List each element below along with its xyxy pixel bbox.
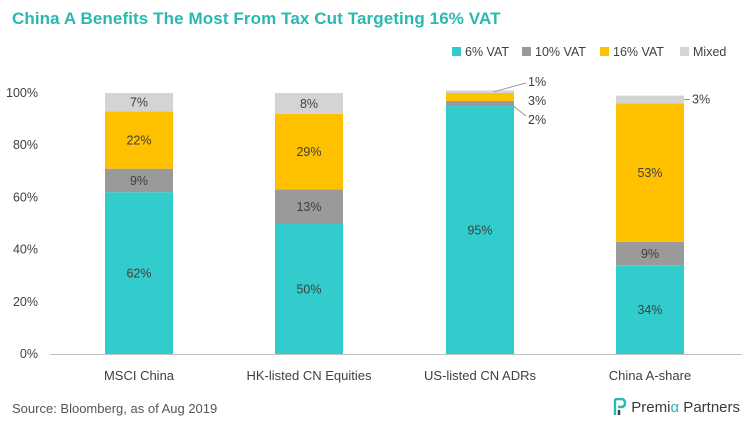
brand-name-left: Premi	[631, 398, 671, 416]
bar-segment	[616, 103, 684, 242]
data-label: 62%	[126, 267, 151, 281]
brand-logo: Premiα Partners	[613, 398, 740, 416]
bar-segment	[105, 168, 173, 193]
bar-segment	[275, 93, 343, 114]
y-tick-label: 80%	[13, 138, 38, 152]
legend-swatch	[600, 47, 609, 56]
data-label: 22%	[126, 133, 151, 147]
legend-swatch	[452, 47, 461, 56]
legend-swatch	[680, 47, 689, 56]
data-label: 2%	[528, 113, 546, 127]
x-category-label: China A-share	[609, 368, 691, 383]
x-category-label: MSCI China	[104, 368, 175, 383]
data-label: 3%	[528, 94, 546, 108]
data-label: 29%	[296, 145, 321, 159]
bar-segment	[105, 93, 173, 112]
premia-logo-icon	[614, 398, 627, 415]
x-category-label: HK-listed CN Equities	[247, 368, 372, 383]
data-label: 50%	[296, 282, 321, 296]
bar-segment	[105, 192, 173, 354]
data-label: 53%	[637, 166, 662, 180]
bar-segment	[446, 93, 514, 101]
bar-segment	[275, 113, 343, 190]
chart-title: China A Benefits The Most From Tax Cut T…	[12, 9, 501, 28]
legend-label: 10% VAT	[535, 45, 586, 59]
y-axis: 0% 20% 40% 60% 80% 100%	[6, 86, 38, 361]
data-label: 34%	[637, 303, 662, 317]
data-label: 13%	[296, 200, 321, 214]
data-label: 1%	[528, 75, 546, 89]
y-tick-label: 20%	[13, 295, 38, 309]
data-label: 9%	[641, 247, 659, 261]
data-label: 7%	[130, 96, 148, 110]
source-note: Source: Bloomberg, as of Aug 2019	[12, 401, 218, 416]
callout-leader-line	[493, 82, 527, 93]
bar-segment	[446, 90, 514, 93]
legend: 6% VAT 10% VAT 16% VAT Mixed	[452, 45, 726, 59]
y-tick-label: 0%	[20, 347, 38, 361]
legend-label: 6% VAT	[465, 45, 509, 59]
data-label: 9%	[130, 174, 148, 188]
x-category-label: US-listed CN ADRs	[424, 368, 536, 383]
bar-segment	[616, 265, 684, 354]
bar-segment	[446, 106, 514, 354]
bar-segment	[275, 189, 343, 224]
bar-segment	[616, 241, 684, 266]
brand-name-alpha: α	[670, 398, 680, 416]
bar-segment	[616, 95, 684, 104]
data-label: 3%	[692, 93, 710, 107]
y-tick-label: 40%	[13, 243, 38, 257]
data-label: 8%	[300, 97, 318, 111]
bar-segment	[105, 111, 173, 169]
x-axis: MSCI China HK-listed CN Equities US-listed…	[50, 354, 742, 383]
bar-segment	[446, 100, 514, 107]
callout-leader-line	[509, 103, 527, 117]
data-label: 95%	[467, 224, 492, 238]
y-tick-label: 100%	[6, 86, 38, 100]
bars: 62% 9% 22% 7% 50% 13% 29% 8% 95% 2% 3% 1% 34% 9% 53% 3%	[105, 75, 710, 354]
y-tick-label: 60%	[13, 190, 38, 204]
legend-label: 16% VAT	[613, 45, 664, 59]
bar-segment	[275, 223, 343, 354]
legend-label: Mixed	[693, 45, 726, 59]
brand-name-right: Partners	[679, 398, 740, 416]
legend-swatch	[522, 47, 531, 56]
